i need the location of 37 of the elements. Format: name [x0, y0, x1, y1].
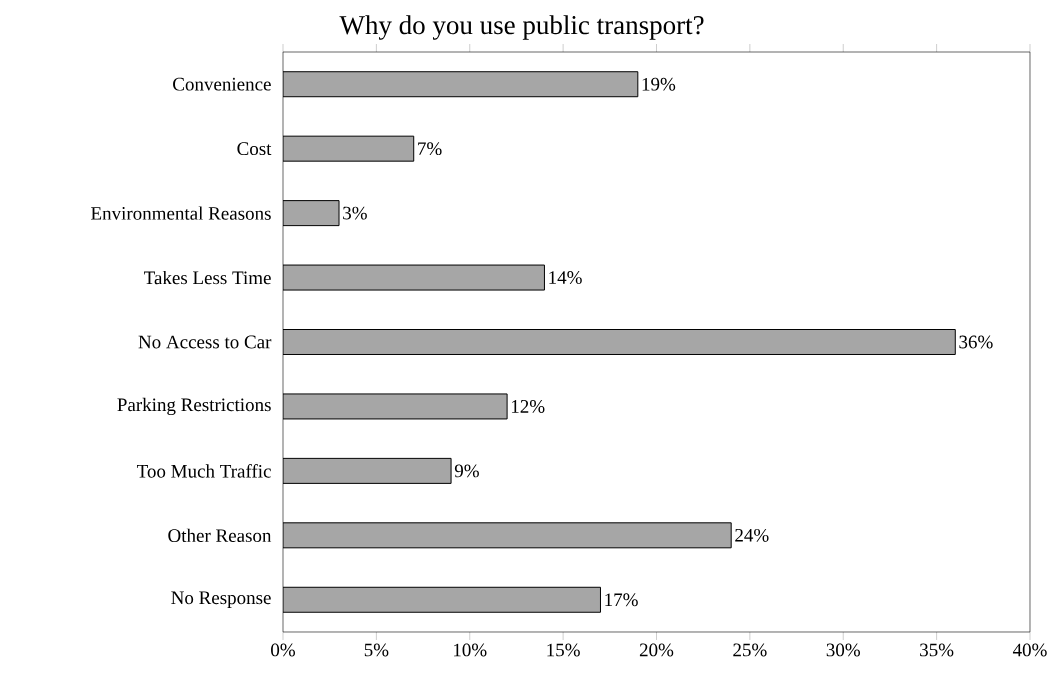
x-tick-label: 15% — [547, 643, 580, 657]
data-label: 17% — [605, 593, 638, 607]
bar — [283, 457, 452, 484]
data-label: 9% — [454, 464, 479, 478]
x-tick-label: 40% — [1012, 643, 1047, 657]
bar — [283, 393, 508, 420]
bar — [283, 522, 732, 549]
bar — [283, 200, 340, 227]
data-label: 7% — [418, 142, 442, 156]
x-tick-label: 25% — [733, 643, 767, 657]
data-label: 24% — [735, 528, 769, 542]
data-label: 12% — [511, 400, 545, 413]
bar — [283, 135, 415, 162]
y-tick-label: Convenience — [173, 77, 271, 91]
x-tick-label: 20% — [639, 643, 674, 657]
chart-title: Why do you use public transport? — [339, 15, 704, 40]
y-tick-label: Cost — [237, 142, 272, 156]
y-tick-label: Takes Less Time — [144, 270, 271, 285]
x-tick-label: 30% — [826, 643, 860, 657]
bar — [283, 329, 956, 355]
y-tick-label: Other Reason — [168, 528, 272, 543]
y-tick-label: No Access to Car — [138, 335, 272, 349]
data-label: 36% — [959, 335, 993, 349]
x-tick-label: 0% — [271, 643, 296, 657]
data-label: 3% — [343, 206, 367, 220]
y-tick-label: Environmental Reasons — [91, 206, 271, 220]
bar — [283, 71, 639, 98]
y-tick-label: Too Much Traffic — [136, 464, 271, 478]
x-tick-label: 10% — [454, 643, 487, 657]
y-tick-label: Parking Restrictions — [117, 397, 271, 416]
x-tick-label: 35% — [920, 643, 954, 657]
bar — [283, 264, 545, 291]
data-label: 14% — [549, 271, 582, 284]
data-label: 19% — [642, 77, 676, 91]
y-tick-label: No Response — [171, 591, 271, 609]
bar — [283, 586, 601, 613]
x-tick-label: 5% — [364, 643, 389, 657]
